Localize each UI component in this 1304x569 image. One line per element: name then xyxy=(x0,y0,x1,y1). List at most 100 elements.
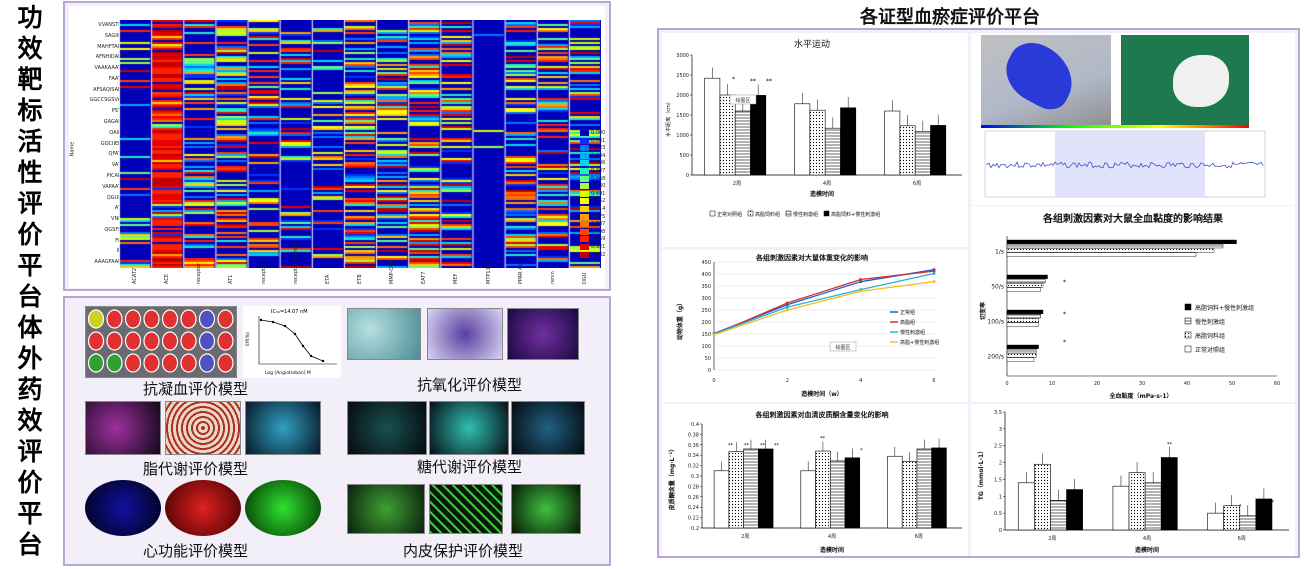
significance-mark: ** xyxy=(774,443,780,449)
x-tick-label: 2周 xyxy=(741,534,749,540)
side-title-char: 平 xyxy=(17,499,43,528)
y-tick-label: 3.5 xyxy=(994,410,1002,416)
lipid-image-3 xyxy=(245,401,321,455)
significance-mark: * xyxy=(860,448,863,454)
x-tick-label: 6周 xyxy=(1238,536,1246,542)
legend-value: 0.000 xyxy=(591,130,606,136)
legend-swatch xyxy=(580,160,589,167)
bar-1 xyxy=(1006,278,1046,284)
y-tick-label: 0.5 xyxy=(994,511,1002,517)
x-axis-title: 全血黏度（mPa·s-1） xyxy=(1108,392,1172,400)
x-tick-label: 50 xyxy=(1229,381,1235,387)
plate-well xyxy=(143,331,160,351)
y-tick-label: 2.5 xyxy=(994,444,1002,450)
y-tick-label: 500 xyxy=(679,153,689,159)
glucose-image-2 xyxy=(429,401,509,455)
side-title-char: 标 xyxy=(17,96,43,125)
y-tick-label: 1.5 xyxy=(994,477,1002,483)
heatmap-row-label: MAHFTAC xyxy=(97,43,121,50)
heatmap-panel: Name VVANSTL SAGIIL MAHFTAC AFNHIDAF VAAKAAA… xyxy=(63,1,611,291)
bar-1 xyxy=(901,461,918,529)
heatmap-row-label: QGUL xyxy=(106,194,121,201)
heatmap-col-label: DGU xyxy=(581,272,588,284)
bar-0 xyxy=(884,110,901,176)
ic50-curve-image: IC₅₀=14.07 nM Log [Angiotroban] M Eff(%) xyxy=(243,306,341,378)
bar-0 xyxy=(794,103,811,176)
bar-1 xyxy=(728,451,744,529)
bar-1 xyxy=(899,125,916,176)
legend-value: 0.859 xyxy=(591,236,606,243)
y-axis-title: 动物体重（g） xyxy=(676,300,684,340)
heatmap-row-label: IF xyxy=(73,248,121,254)
legend-swatch xyxy=(580,183,589,190)
y-tick-label: 0 xyxy=(708,368,711,374)
bar-0 xyxy=(1017,482,1035,531)
bar-1 xyxy=(1006,313,1041,319)
heatmap-row-label: FF xyxy=(73,238,121,244)
legend-swatch xyxy=(580,228,589,235)
x-tick-label: 60 xyxy=(1274,381,1280,387)
significance-mark: ** xyxy=(766,78,772,85)
heatmap-col-label: MEF xyxy=(453,273,460,284)
side-title-char: 效 xyxy=(17,34,43,63)
legend-label: 高脂饲料组 xyxy=(1195,332,1225,340)
legend-swatch xyxy=(580,213,589,220)
plate-well xyxy=(180,309,197,329)
endo-image-3 xyxy=(511,484,581,534)
y-tick-label: 1000 xyxy=(676,133,689,139)
chart-title: 各组刺激因素对大鼠全血黏度的影响结果 xyxy=(1042,212,1224,225)
heatmap-row-label: VVANSTL xyxy=(98,22,121,28)
x-tick-label: 6周 xyxy=(913,181,921,187)
endo-image-1 xyxy=(347,484,425,534)
right-platform-title: 各证型血瘀症评价平台 xyxy=(860,7,1040,28)
legend-swatch xyxy=(785,210,792,217)
bar-2 xyxy=(734,110,751,176)
bar-2 xyxy=(916,448,932,529)
legend-swatch xyxy=(580,236,589,243)
plate-well xyxy=(124,353,142,373)
series-point xyxy=(859,289,863,293)
y-tick-label: 300 xyxy=(701,296,711,302)
legend-value: 0.123 xyxy=(591,145,606,152)
legend-value: 0.982 xyxy=(591,251,606,258)
x-tick-label: 0 xyxy=(712,378,715,384)
bar-2 xyxy=(914,131,931,176)
y-tick-label: 0 xyxy=(999,528,1002,534)
x-tick-label: 40 xyxy=(1184,381,1190,387)
tg-chart-box: 0 0.5 1 1.5 2 2.5 3 3.5 2周 4周 6周 TG（mmol·L-1） 造模时间 **… xyxy=(971,404,1295,556)
plate-well xyxy=(198,353,216,373)
models-panel: IC₅₀=14.07 nM Log [Angiotroban] M Eff(%)… xyxy=(63,296,611,566)
significance-mark: ** xyxy=(1167,442,1173,448)
x-tick-label: 4 xyxy=(859,378,862,384)
y-tick-label: 0.4 xyxy=(691,422,699,428)
y-tick-label: 3 xyxy=(999,427,1002,433)
heatmap-row-label: AFNHIDAF xyxy=(95,54,121,61)
corticosterone-chart: 0.2 0.22 0.24 0.26 0.28 0.3 0.32 0.34 0.36 0.38 0.… xyxy=(668,410,962,554)
plate-well xyxy=(161,331,179,351)
y-tick-label: 0.26 xyxy=(688,495,699,501)
heatmap-row-label: VAT xyxy=(111,162,121,169)
bar-2 xyxy=(1006,248,1215,253)
bar-2 xyxy=(743,448,759,529)
heatmap-row-label: GQCIIEF xyxy=(100,140,121,147)
y-tick-label: 0.24 xyxy=(688,505,699,511)
bar-2 xyxy=(1239,515,1257,531)
bar-1 xyxy=(1128,472,1146,531)
x-tick-label: 2周 xyxy=(1048,536,1056,542)
y-axis-title: 切变率 xyxy=(979,302,987,320)
blood-stasis-panel: 0 500 1000 1500 2000 2500 3000 2周 4周 6周 水平运动 水平距离（c… xyxy=(657,28,1300,558)
glucose-image-1 xyxy=(347,401,427,455)
significance-mark: ** xyxy=(728,443,734,449)
significance-mark: * xyxy=(732,76,735,83)
legend-swatch xyxy=(580,152,589,159)
bar-1 xyxy=(1034,463,1051,531)
bar-2 xyxy=(1006,318,1039,323)
legend-label: 高脂饲料组 xyxy=(755,211,780,218)
plate-well xyxy=(180,331,197,351)
plate-well xyxy=(87,353,105,373)
series-point xyxy=(932,269,936,273)
heatmap-row-label: GAGAL xyxy=(103,119,121,126)
heatmap-col-label: ACAT2 xyxy=(132,267,139,284)
series-point xyxy=(785,301,789,305)
cardiac-model-label: 心功能评价模型 xyxy=(143,542,249,560)
